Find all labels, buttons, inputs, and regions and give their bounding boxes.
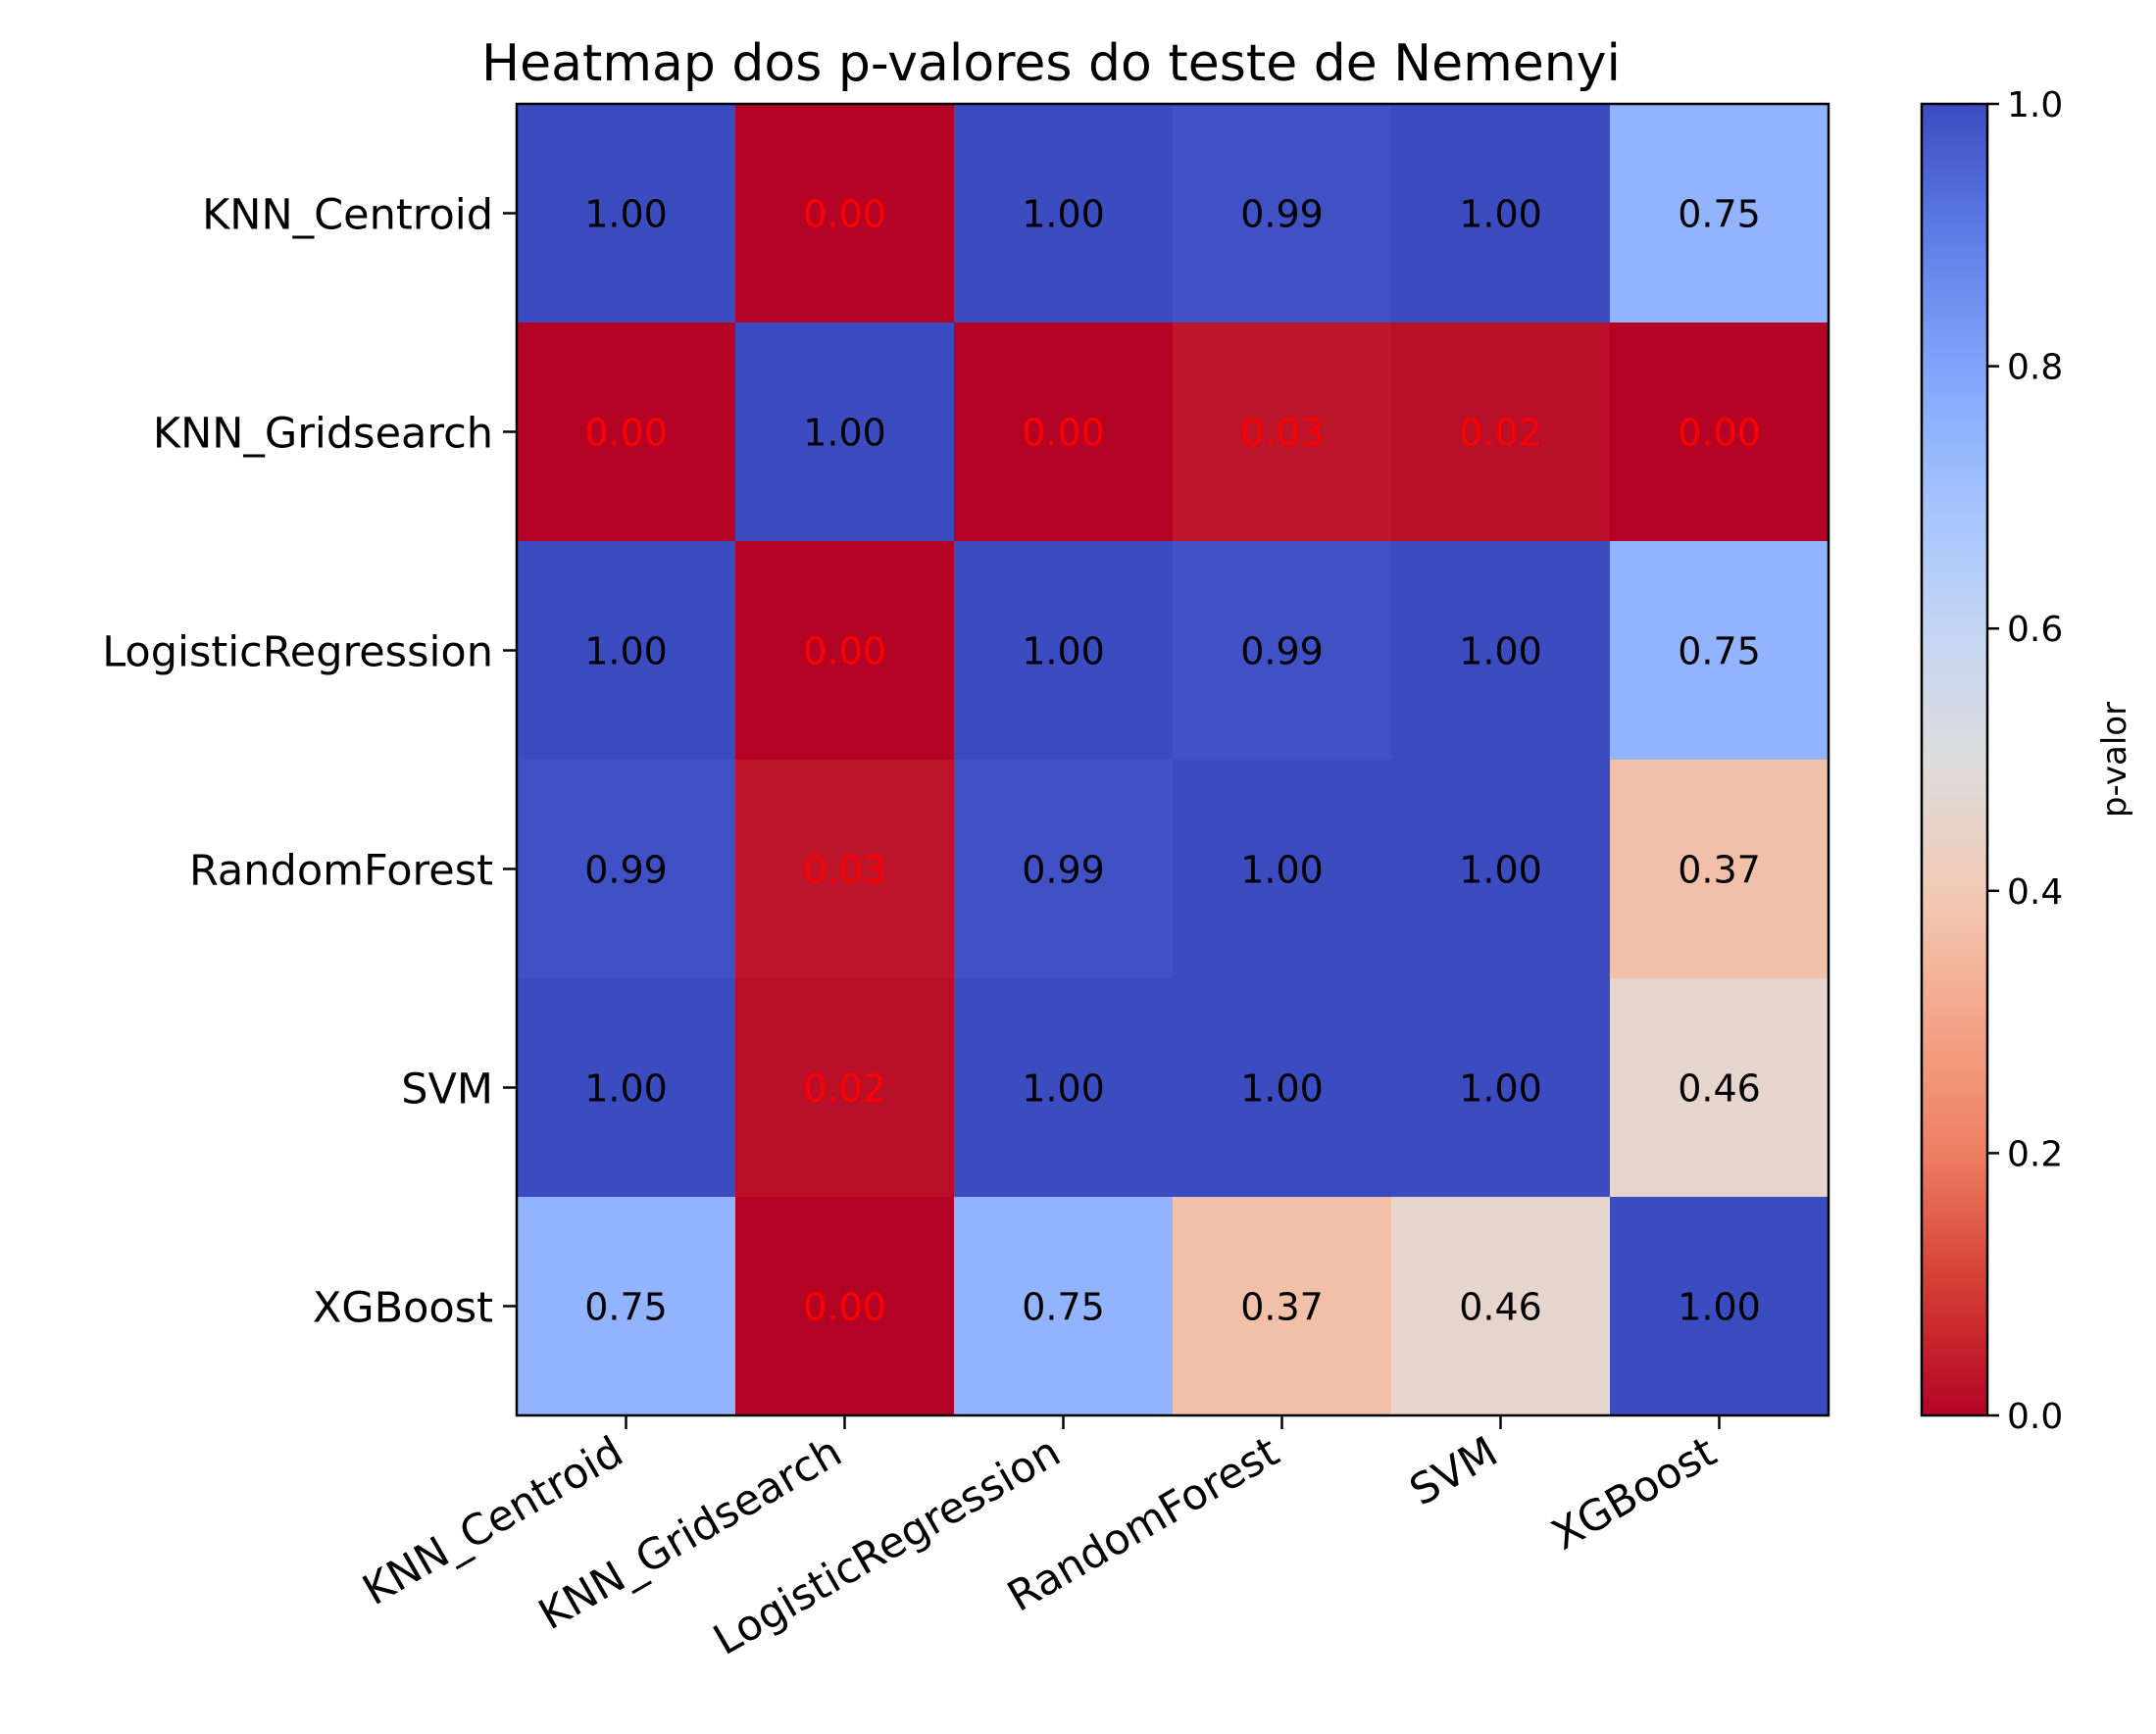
cell-value-label: 0.46	[1459, 1286, 1542, 1329]
cell-value-label: 1.00	[1459, 193, 1542, 236]
heatmap-cell	[1173, 322, 1392, 542]
heatmap-cell	[1610, 541, 1830, 761]
cell-value-label: 0.02	[803, 1067, 886, 1111]
cell-value-label: 0.99	[1240, 193, 1324, 236]
colorbar-tick-label: 1.0	[2007, 85, 2063, 125]
heatmap-cell	[1391, 760, 1611, 979]
heatmap-cell	[1173, 541, 1392, 761]
heatmap-cell	[517, 322, 736, 542]
chart-title: Heatmap dos p-valores do teste de Nemeny…	[481, 34, 1621, 93]
cell-value-label: 0.00	[803, 193, 886, 236]
colorbar-gradient	[1922, 104, 1987, 1415]
cell-value-label: 0.00	[803, 1286, 886, 1329]
heatmap-cell	[954, 978, 1174, 1198]
cell-value-label: 0.02	[1459, 412, 1542, 455]
cell-value-label: 1.00	[1022, 630, 1105, 673]
cell-value-label: 1.00	[803, 412, 886, 455]
cell-value-label: 0.00	[803, 630, 886, 673]
heatmap-cell	[954, 760, 1174, 979]
colorbar: 0.0 0.2 0.4 0.6 0.8 1.0 p-valor	[1920, 85, 2134, 1437]
cell-value-label: 0.99	[1240, 630, 1324, 673]
heatmap-cell	[1610, 760, 1830, 979]
x-tick-label: SVM	[1402, 1427, 1506, 1515]
cell-value-label: 0.99	[584, 849, 668, 892]
colorbar-tick-label: 0.6	[2007, 610, 2063, 650]
x-tick-label: XGBoost	[1544, 1427, 1725, 1560]
cell-value-label: 1.00	[1022, 193, 1105, 236]
heatmap-cell	[1391, 104, 1611, 323]
cell-value-label: 0.75	[1678, 630, 1761, 673]
y-tick-label: XGBoost	[313, 1284, 493, 1333]
colorbar-frame	[1920, 102, 1989, 1417]
x-tick-label: LogisticRegression	[706, 1427, 1069, 1665]
cell-value-label: 1.00	[1678, 1286, 1761, 1329]
cell-value-label: 0.99	[1022, 849, 1105, 892]
colorbar-tick-label: 0.0	[2007, 1397, 2063, 1437]
heatmap-cell	[1173, 978, 1392, 1198]
colorbar-label: p-valor	[2095, 702, 2134, 817]
y-tick-label: RandomForest	[189, 847, 493, 896]
heatmap-cell	[954, 1197, 1174, 1416]
colorbar-tick-label: 0.4	[2007, 872, 2063, 913]
y-tick-label: LogisticRegression	[102, 628, 493, 677]
cell-value-label: 0.00	[1022, 412, 1105, 455]
heatmap-cell	[517, 760, 736, 979]
heatmap-cell	[735, 322, 955, 542]
cell-value-label: 1.00	[1459, 1067, 1542, 1111]
heatmap-cell	[1173, 1197, 1392, 1416]
heatmap-cell	[1610, 978, 1830, 1198]
cell-value-label: 0.37	[1678, 849, 1761, 892]
cell-value-label: 1.00	[1459, 630, 1542, 673]
heatmap-cell	[517, 104, 736, 323]
colorbar-tick-label: 0.2	[2007, 1134, 2063, 1174]
colorbar-tick-label: 0.8	[2007, 348, 2063, 388]
x-axis: KNN_CentroidKNN_GridsearchLogisticRegres…	[355, 1415, 1725, 1665]
heatmap-cell	[954, 541, 1174, 761]
cell-value-label: 0.03	[1240, 412, 1324, 455]
y-tick-label: KNN_Gridsearch	[153, 410, 493, 459]
cell-value-label: 0.00	[584, 412, 668, 455]
cell-value-label: 0.37	[1240, 1286, 1324, 1329]
cell-value-label: 0.75	[1022, 1286, 1105, 1329]
heatmap-cell	[1391, 322, 1611, 542]
heatmap-cell	[1610, 322, 1830, 542]
heatmap-cells	[517, 104, 1830, 1416]
heatmap-cell	[517, 1197, 736, 1416]
heatmap-cell	[735, 104, 955, 323]
cell-value-label: 1.00	[584, 1067, 668, 1111]
cell-value-label: 1.00	[1240, 1067, 1324, 1111]
y-axis: KNN_Centroid KNN_Gridsearch LogisticRegres…	[102, 191, 517, 1333]
cell-value-label: 1.00	[1240, 849, 1324, 892]
heatmap-cell	[1391, 541, 1611, 761]
heatmap-cell	[1173, 104, 1392, 323]
cell-value-label: 0.75	[584, 1286, 668, 1329]
cell-value-label: 1.00	[1459, 849, 1542, 892]
heatmap-cell	[954, 104, 1174, 323]
heatmap-cell	[735, 1197, 955, 1416]
heatmap-cell	[1173, 760, 1392, 979]
heatmap-cell	[735, 541, 955, 761]
heatmap-cell	[517, 541, 736, 761]
plot-frame	[515, 102, 1830, 1417]
heatmap-cell	[517, 978, 736, 1198]
y-tick-label: KNN_Centroid	[202, 191, 493, 240]
cell-value-label: 1.00	[584, 630, 668, 673]
heatmap-cell-labels: 1.00 0.00 1.00 0.99 1.00 0.75 0.00 1.00 0.00 0.03…	[584, 193, 1761, 1329]
cell-value-label: 1.00	[1022, 1067, 1105, 1111]
heatmap-cell	[735, 760, 955, 979]
cell-value-label: 0.00	[1678, 412, 1761, 455]
cell-value-label: 0.03	[803, 849, 886, 892]
heatmap-cell	[1610, 1197, 1830, 1416]
heatmap-cell	[954, 322, 1174, 542]
cell-value-label: 0.75	[1678, 193, 1761, 236]
heatmap-cell	[1391, 978, 1611, 1198]
heatmap-cell	[735, 978, 955, 1198]
heatmap-cell	[1610, 104, 1830, 323]
heatmap-cell	[1391, 1197, 1611, 1416]
y-tick-label: SVM	[401, 1065, 493, 1115]
cell-value-label: 0.46	[1678, 1067, 1761, 1111]
cell-value-label: 1.00	[584, 193, 668, 236]
